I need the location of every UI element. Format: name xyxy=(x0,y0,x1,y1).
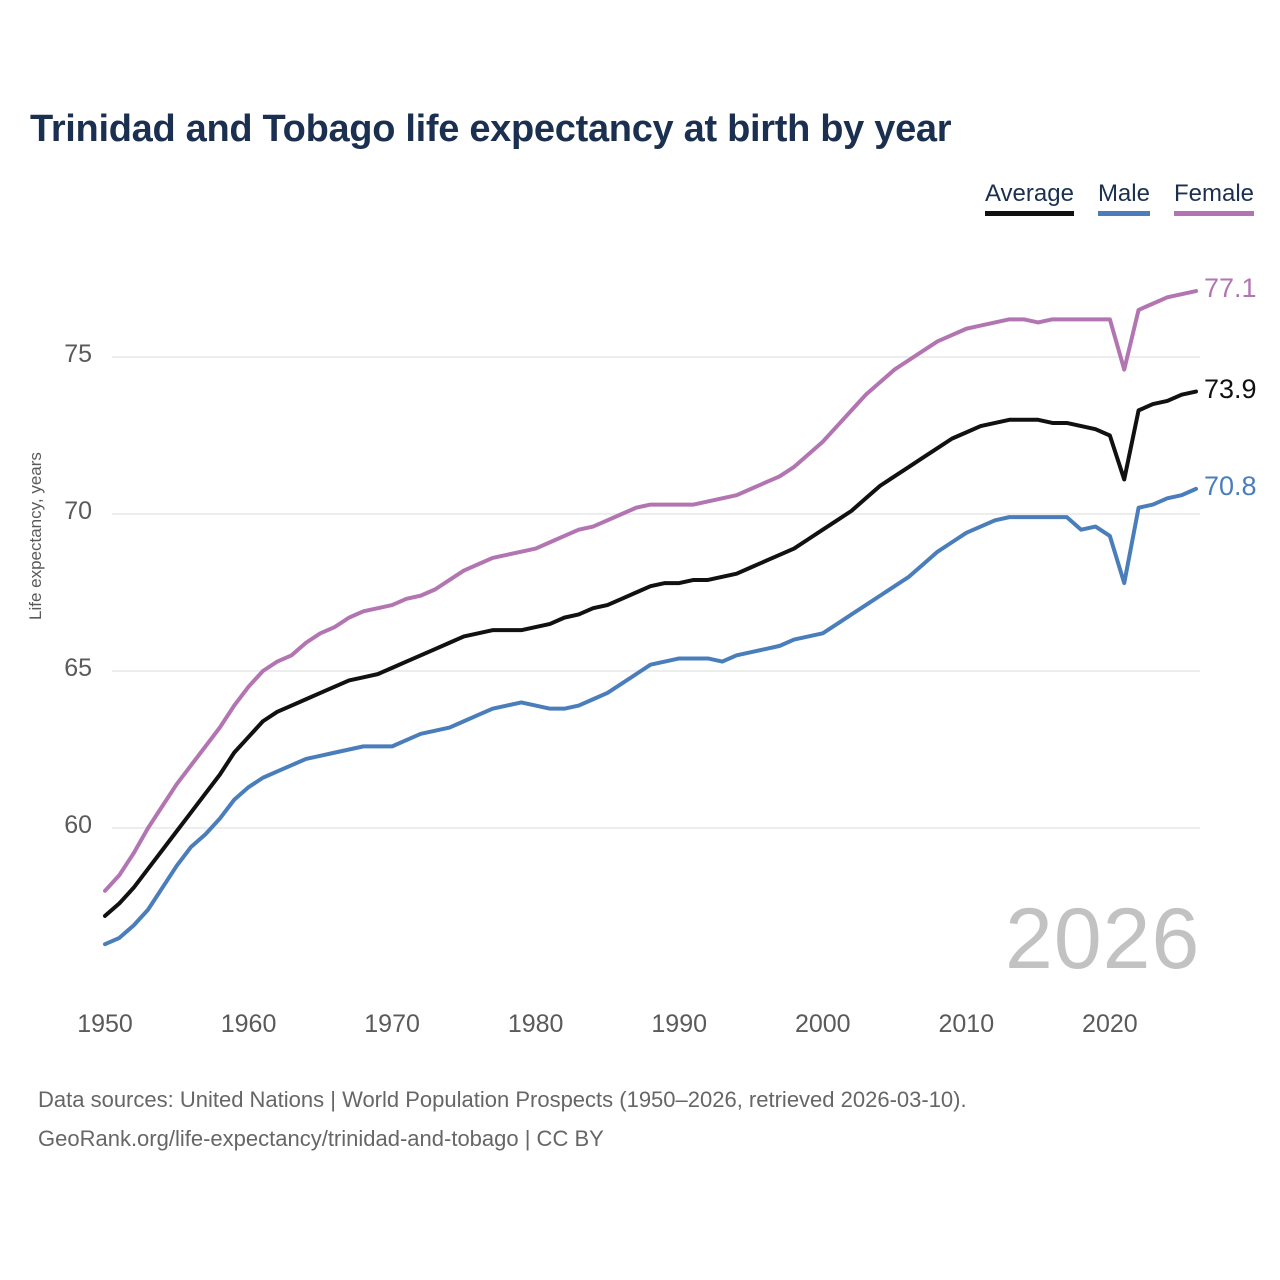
end-label-female: 77.1 xyxy=(1204,273,1257,304)
y-tick-label: 65 xyxy=(64,654,92,682)
series-line-female xyxy=(103,289,1198,893)
gridlines xyxy=(112,356,1200,829)
y-tick-label: 70 xyxy=(64,497,92,525)
series-lines xyxy=(103,289,1198,947)
y-tick-label: 75 xyxy=(64,340,92,368)
x-tick-label: 2000 xyxy=(794,1010,851,1038)
legend-label-male: Male xyxy=(1097,180,1150,207)
x-tick-label: 1980 xyxy=(507,1010,564,1038)
x-tick-label: 2010 xyxy=(938,1010,995,1038)
x-tick-label: 1960 xyxy=(220,1010,277,1038)
series-line-male xyxy=(103,486,1198,947)
page-title: Trinidad and Tobago life expectancy at b… xyxy=(30,108,952,150)
legend-label-average: Average xyxy=(984,180,1074,207)
x-tick-label: 1950 xyxy=(77,1010,133,1038)
legend-swatch-average xyxy=(984,211,1074,216)
year-watermark: 2026 xyxy=(1005,891,1201,987)
chart-legend: Average Male Female xyxy=(984,180,1254,216)
legend-item-average[interactable]: Average xyxy=(984,180,1074,216)
legend-item-male[interactable]: Male xyxy=(1097,180,1150,216)
x-tick-label: 1970 xyxy=(364,1010,420,1038)
footer-data-sources: Data sources: United Nations | World Pop… xyxy=(38,1087,967,1112)
series-line-average xyxy=(103,389,1198,918)
x-tick-label: 2020 xyxy=(1082,1010,1138,1038)
footer-attribution: GeoRank.org/life-expectancy/trinidad-and… xyxy=(38,1126,604,1151)
y-axis-title: Life expectancy, years xyxy=(26,452,45,620)
legend-swatch-male xyxy=(1097,211,1150,216)
legend-swatch-female xyxy=(1173,211,1254,216)
x-tick-label: 1990 xyxy=(651,1010,708,1038)
end-label-male: 70.8 xyxy=(1204,470,1257,501)
y-tick-label: 60 xyxy=(64,811,92,839)
end-label-average: 73.9 xyxy=(1204,373,1257,404)
legend-label-female: Female xyxy=(1173,180,1254,207)
legend-item-female[interactable]: Female xyxy=(1173,180,1254,216)
